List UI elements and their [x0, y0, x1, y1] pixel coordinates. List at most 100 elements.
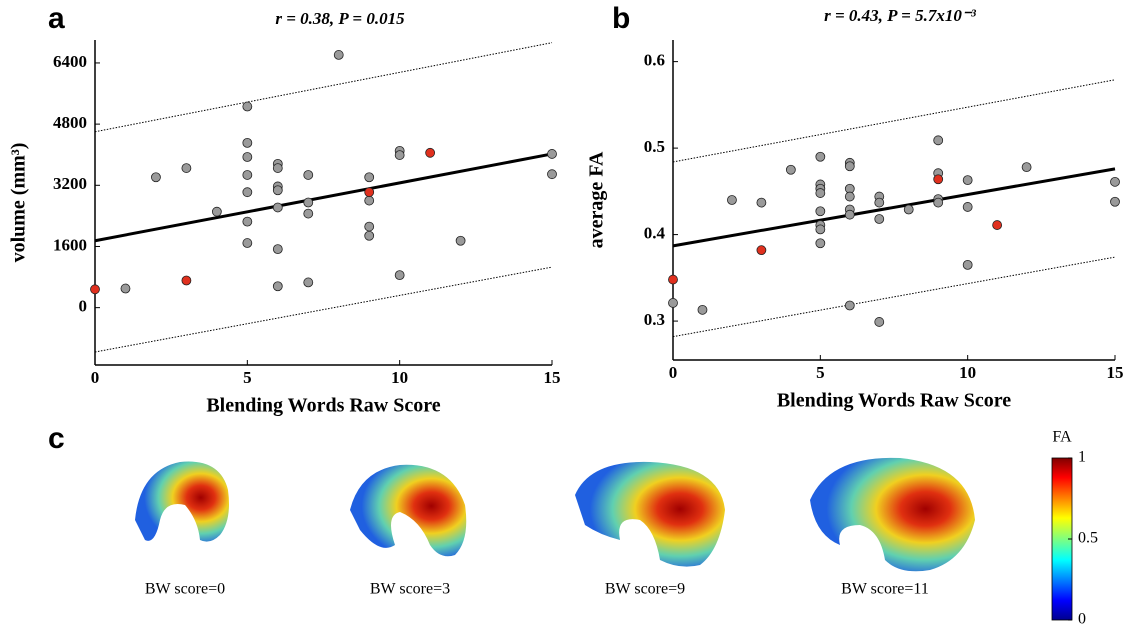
data-point — [394, 150, 405, 160]
data-point — [364, 230, 375, 241]
data-point — [785, 164, 796, 175]
x-tick-label: 15 — [544, 368, 561, 387]
chart-title: r = 0.38, P = 0.015 — [275, 9, 405, 28]
image-label: BW score=9 — [605, 581, 685, 598]
data-point — [303, 170, 314, 180]
data-point — [120, 283, 131, 294]
data-point — [1110, 196, 1120, 207]
data-point — [756, 245, 767, 256]
data-point — [242, 170, 253, 180]
data-point — [242, 101, 253, 112]
data-point — [333, 50, 344, 60]
y-tick-label: 6400 — [53, 52, 87, 71]
data-point — [151, 172, 161, 183]
y-tick-label: 3200 — [53, 174, 87, 193]
data-point — [697, 304, 708, 315]
image-label: BW score=3 — [370, 581, 450, 598]
data-point — [962, 175, 973, 186]
x-tick-label: 10 — [391, 368, 408, 387]
data-point — [756, 197, 767, 208]
x-axis-label: Blending Words Raw Score — [206, 395, 440, 417]
data-point — [364, 172, 375, 183]
chart-title: r = 0.43, P = 5.7x10⁻³ — [824, 6, 977, 25]
data-point — [181, 275, 192, 286]
data-point — [844, 300, 855, 311]
y-tick-label: 1600 — [53, 235, 87, 254]
colorbar-tick-label: 1 — [1078, 449, 1086, 466]
x-axis-label: Blending Words Raw Score — [777, 390, 1011, 412]
data-point — [90, 284, 100, 295]
data-point — [815, 238, 826, 249]
data-point — [394, 270, 405, 281]
panel-label: a — [48, 2, 65, 35]
brain-render — [135, 461, 229, 542]
regression-line — [672, 167, 1116, 248]
data-point — [364, 221, 375, 232]
data-point — [303, 208, 314, 219]
data-point — [815, 188, 826, 198]
data-point — [242, 137, 253, 148]
data-point — [815, 151, 826, 162]
data-point — [992, 220, 1003, 230]
data-point — [547, 149, 557, 159]
data-point — [815, 224, 826, 235]
data-point — [668, 274, 678, 285]
panel-label: c — [48, 422, 65, 455]
y-tick-label: 4800 — [53, 113, 87, 132]
data-point — [844, 161, 855, 172]
data-point — [272, 244, 283, 255]
data-point — [272, 163, 283, 173]
data-point — [181, 163, 192, 173]
data-point — [844, 191, 855, 202]
confidence-bound — [672, 256, 1116, 338]
x-tick-label: 5 — [243, 368, 252, 387]
x-tick-label: 15 — [1107, 363, 1124, 382]
data-point — [425, 147, 436, 158]
confidence-bound — [94, 42, 553, 133]
data-point — [727, 195, 737, 205]
y-tick-label: 0.4 — [644, 224, 666, 243]
y-tick-label: 0.3 — [644, 310, 665, 329]
data-point — [242, 187, 253, 198]
x-tick-label: 0 — [669, 363, 678, 382]
data-point — [962, 259, 973, 270]
data-point — [242, 216, 253, 227]
x-tick-label: 0 — [91, 368, 100, 387]
data-point — [844, 209, 855, 220]
y-tick-label: 0.5 — [644, 137, 665, 156]
image-label: BW score=0 — [145, 581, 225, 598]
data-point — [272, 185, 283, 196]
colorbar-tick-label: 0 — [1078, 611, 1086, 627]
data-point — [933, 197, 944, 208]
image-label: BW score=11 — [841, 581, 929, 598]
data-point — [1021, 162, 1032, 173]
data-point — [364, 187, 375, 198]
data-point — [242, 238, 253, 248]
data-point — [933, 135, 944, 146]
data-point — [668, 298, 678, 308]
data-point — [962, 202, 973, 212]
data-point — [303, 277, 314, 288]
y-tick-label: 0 — [79, 297, 88, 316]
confidence-bound — [94, 266, 553, 353]
data-point — [272, 202, 283, 213]
x-tick-label: 5 — [816, 363, 825, 382]
data-point — [815, 206, 826, 217]
data-point — [933, 174, 944, 185]
data-point — [211, 206, 222, 217]
confidence-bound — [672, 79, 1116, 163]
data-point — [364, 195, 375, 206]
brain-render — [575, 461, 725, 567]
data-point — [547, 169, 557, 180]
regression-line — [94, 152, 553, 243]
y-axis-label: volume (mm³) — [8, 143, 30, 263]
data-point — [874, 197, 885, 208]
panel-label: b — [612, 2, 630, 35]
brain-render — [350, 464, 467, 557]
data-point — [242, 152, 253, 162]
data-point — [874, 214, 885, 224]
data-point — [903, 204, 914, 215]
y-tick-label: 0.6 — [644, 51, 665, 70]
colorbar-title: FA — [1052, 429, 1072, 446]
